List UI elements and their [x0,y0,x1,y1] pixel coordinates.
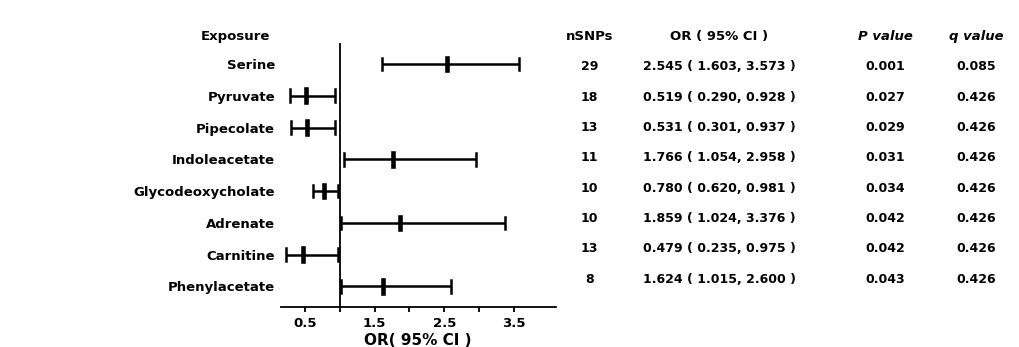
Text: 0.034: 0.034 [865,182,904,195]
Text: 0.426: 0.426 [956,91,995,104]
Text: 0.085: 0.085 [956,60,995,73]
Text: 0.042: 0.042 [865,212,904,225]
Text: 1.624 ( 1.015, 2.600 ): 1.624 ( 1.015, 2.600 ) [642,273,795,286]
Text: 10: 10 [580,182,598,195]
Text: 8: 8 [585,273,593,286]
X-axis label: OR( 95% CI ): OR( 95% CI ) [364,332,472,347]
Text: 0.426: 0.426 [956,212,995,225]
Text: 0.027: 0.027 [865,91,904,104]
Text: 1.859 ( 1.024, 3.376 ): 1.859 ( 1.024, 3.376 ) [642,212,795,225]
Text: OR ( 95% CI ): OR ( 95% CI ) [669,30,767,43]
Text: 0.426: 0.426 [956,182,995,195]
Text: 0.780 ( 0.620, 0.981 ): 0.780 ( 0.620, 0.981 ) [642,182,795,195]
Text: q value: q value [948,30,1003,43]
Text: 0.479 ( 0.235, 0.975 ): 0.479 ( 0.235, 0.975 ) [642,243,795,255]
Text: 0.029: 0.029 [865,121,904,134]
Text: 18: 18 [580,91,598,104]
Text: 0.426: 0.426 [956,273,995,286]
Text: 0.426: 0.426 [956,151,995,164]
Text: 0.519 ( 0.290, 0.928 ): 0.519 ( 0.290, 0.928 ) [642,91,795,104]
Text: 0.531 ( 0.301, 0.937 ): 0.531 ( 0.301, 0.937 ) [642,121,795,134]
Text: 0.043: 0.043 [865,273,904,286]
Text: nSNPs: nSNPs [566,30,612,43]
Text: 0.031: 0.031 [865,151,904,164]
Text: 0.042: 0.042 [865,243,904,255]
Text: Exposure: Exposure [201,30,270,43]
Text: 13: 13 [580,243,598,255]
Text: 0.426: 0.426 [956,243,995,255]
Text: 2.545 ( 1.603, 3.573 ): 2.545 ( 1.603, 3.573 ) [642,60,795,73]
Text: 0.426: 0.426 [956,121,995,134]
Text: 29: 29 [580,60,598,73]
Text: 0.001: 0.001 [865,60,904,73]
Text: P value: P value [857,30,912,43]
Text: 11: 11 [580,151,598,164]
Text: 1.766 ( 1.054, 2.958 ): 1.766 ( 1.054, 2.958 ) [642,151,795,164]
Text: 13: 13 [580,121,598,134]
Text: 10: 10 [580,212,598,225]
